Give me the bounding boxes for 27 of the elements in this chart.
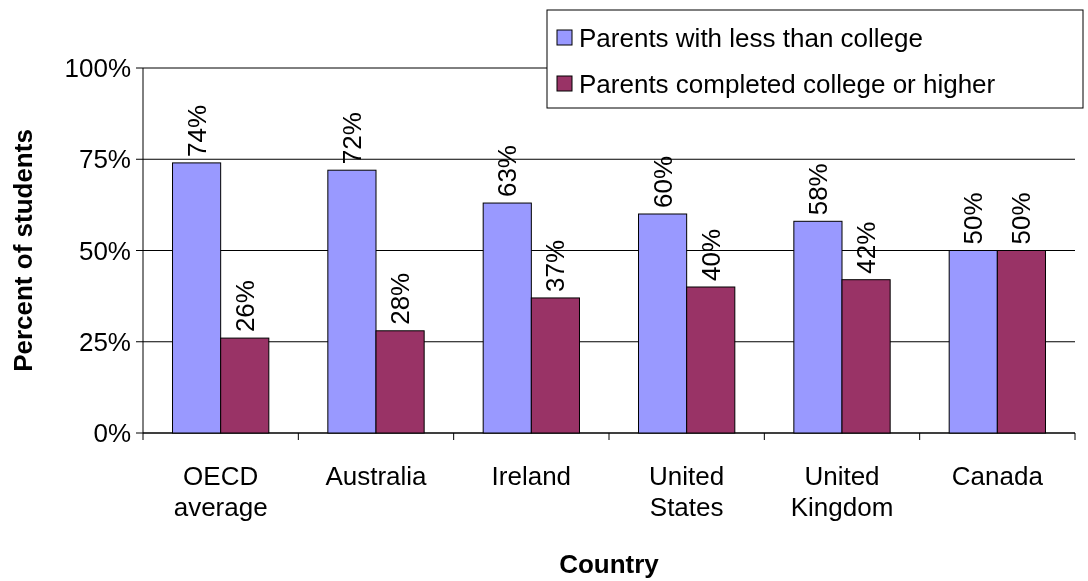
x-tick-label: Australia xyxy=(325,461,428,491)
data-label: 58% xyxy=(802,163,833,216)
legend-label: Parents with less than college xyxy=(579,23,923,54)
data-label: 74% xyxy=(181,104,212,157)
y-axis-title: Percent of students xyxy=(8,129,38,372)
y-tick-label: 50% xyxy=(78,235,131,266)
x-tick-label: OECD average xyxy=(173,461,268,522)
legend-label: Parents completed college or higher xyxy=(579,69,996,100)
y-tick-label: 100% xyxy=(64,53,131,84)
data-label: 26% xyxy=(229,280,260,333)
data-label: 40% xyxy=(695,228,726,281)
data-label: 50% xyxy=(958,192,989,245)
x-tick-label: United States xyxy=(649,461,725,522)
y-tick-label: 0% xyxy=(93,418,131,449)
x-tick-label: Canada xyxy=(951,461,1044,491)
x-axis-title: Country xyxy=(559,549,660,579)
data-label: 60% xyxy=(647,155,678,208)
y-tick-label: 75% xyxy=(78,144,131,175)
data-label: 72% xyxy=(336,112,367,165)
x-tick-label: Ireland xyxy=(491,461,572,491)
y-tick-label: 25% xyxy=(78,326,131,357)
data-label: 37% xyxy=(540,239,571,292)
data-label: 50% xyxy=(1006,192,1037,245)
data-label: 28% xyxy=(385,272,416,325)
x-tick-label: United Kingdom xyxy=(790,461,894,522)
data-label: 42% xyxy=(851,221,882,274)
data-label: 63% xyxy=(492,145,523,198)
